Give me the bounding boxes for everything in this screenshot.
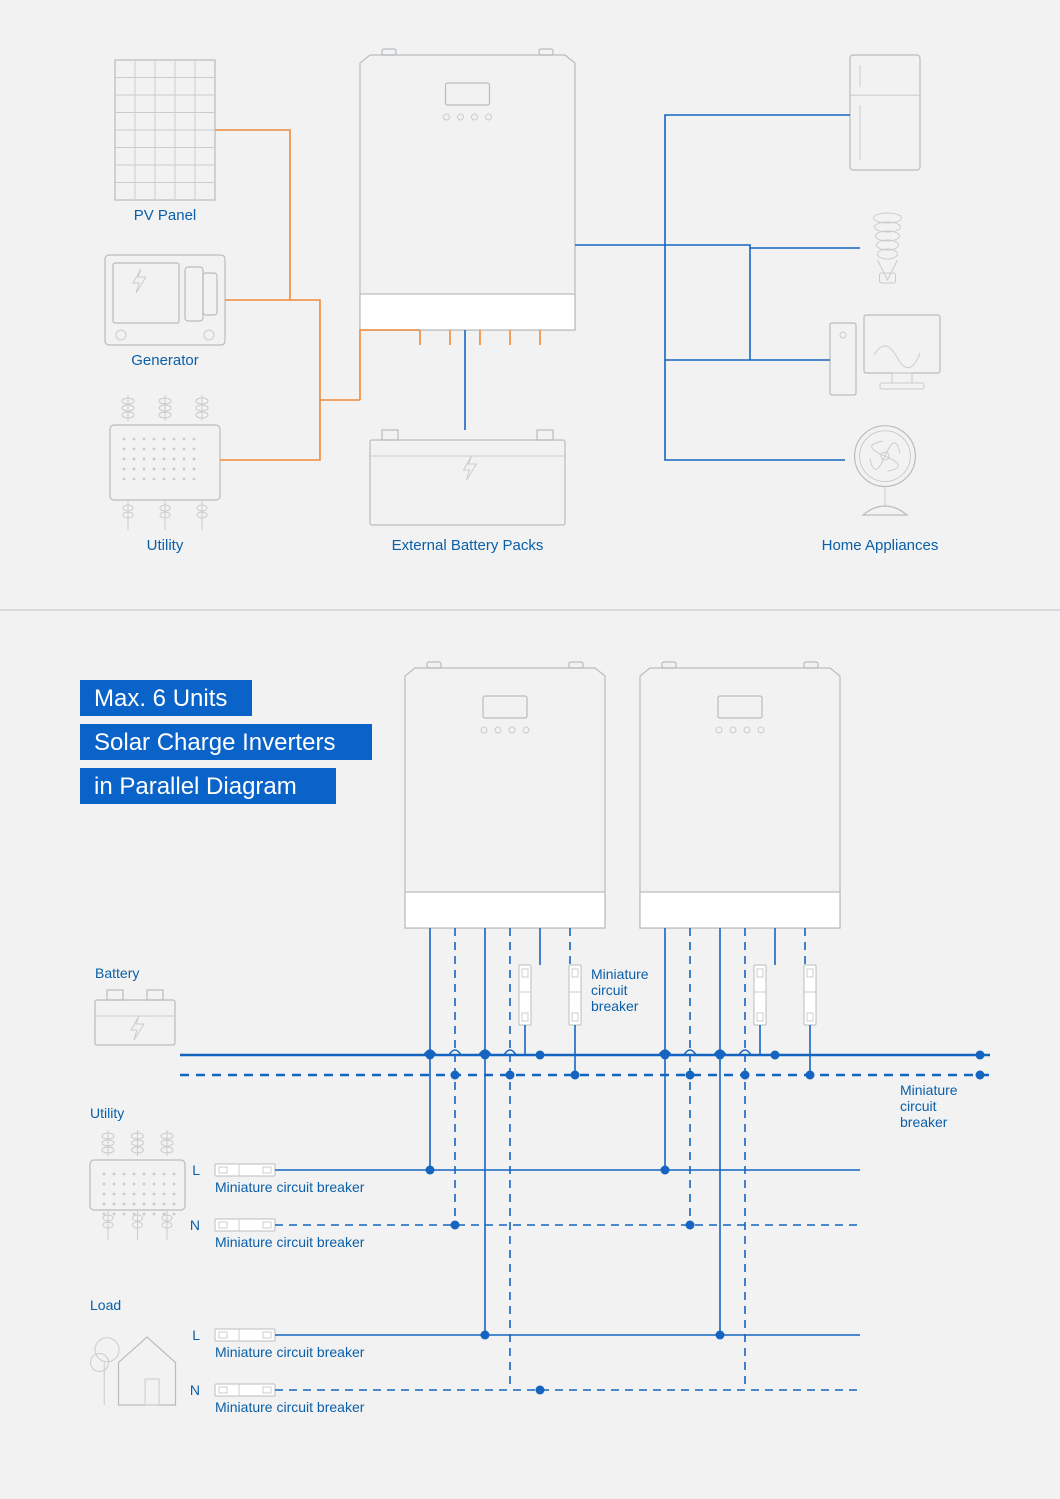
node-8 [571, 1071, 580, 1080]
row-breaker-label-0: Miniature circuit breaker [215, 1179, 365, 1195]
vbreaker-label-1-1: circuit [591, 982, 628, 998]
node-1 [426, 1166, 435, 1175]
utility-label: Utility [147, 537, 184, 554]
node-15 [741, 1071, 750, 1080]
node-12 [686, 1221, 695, 1230]
node-20 [976, 1071, 985, 1080]
row-breaker-label-3: Miniature circuit breaker [215, 1399, 365, 1415]
row-breaker-1 [215, 1219, 275, 1231]
diagram-canvas: PV Panel Generator Utility External Battery… [0, 0, 1060, 1499]
pv-panel-label: PV Panel [134, 207, 197, 224]
row-breaker-label-2: Miniature circuit breaker [215, 1344, 365, 1360]
row-breaker-3 [215, 1384, 275, 1396]
generator-label: Generator [131, 352, 199, 369]
title-line-1: Solar Charge Inverters [94, 729, 335, 756]
load-heading: Load [90, 1297, 121, 1313]
node-5 [481, 1331, 490, 1340]
vertical-breaker-0 [519, 965, 531, 1025]
node-18 [536, 1386, 545, 1395]
battery-heading: Battery [95, 965, 139, 981]
node-10 [661, 1166, 670, 1175]
node-11 [686, 1071, 695, 1080]
battery-label: External Battery Packs [392, 537, 544, 554]
node-14 [716, 1331, 725, 1340]
vertical-breaker-1 [569, 965, 581, 1025]
far-breaker-label-1: circuit [900, 1098, 937, 1114]
vbreaker-label-1-2: breaker [591, 998, 639, 1014]
node-3 [451, 1221, 460, 1230]
row-breaker-label-1: Miniature circuit breaker [215, 1234, 365, 1250]
far-breaker-label-2: breaker [900, 1114, 948, 1130]
node-19 [976, 1051, 985, 1060]
far-breaker-label-0: Miniature [900, 1082, 958, 1098]
node-16 [771, 1051, 780, 1060]
utility-heading: Utility [90, 1105, 124, 1121]
title-line-0: Max. 6 Units [94, 685, 227, 712]
vertical-breaker-3 [804, 965, 816, 1025]
node-6 [506, 1071, 515, 1080]
vbreaker-label-1-0: Miniature [591, 966, 649, 982]
row-breaker-2 [215, 1329, 275, 1341]
node-17 [806, 1071, 815, 1080]
row-tag-0: L [192, 1162, 200, 1178]
node-2 [451, 1071, 460, 1080]
vertical-breaker-2 [754, 965, 766, 1025]
row-breaker-0 [215, 1164, 275, 1176]
appliances-label: Home Appliances [822, 537, 939, 554]
title-line-2: in Parallel Diagram [94, 773, 297, 800]
row-tag-1: N [190, 1217, 200, 1233]
row-tag-3: N [190, 1382, 200, 1398]
row-tag-2: L [192, 1327, 200, 1343]
node-7 [536, 1051, 545, 1060]
